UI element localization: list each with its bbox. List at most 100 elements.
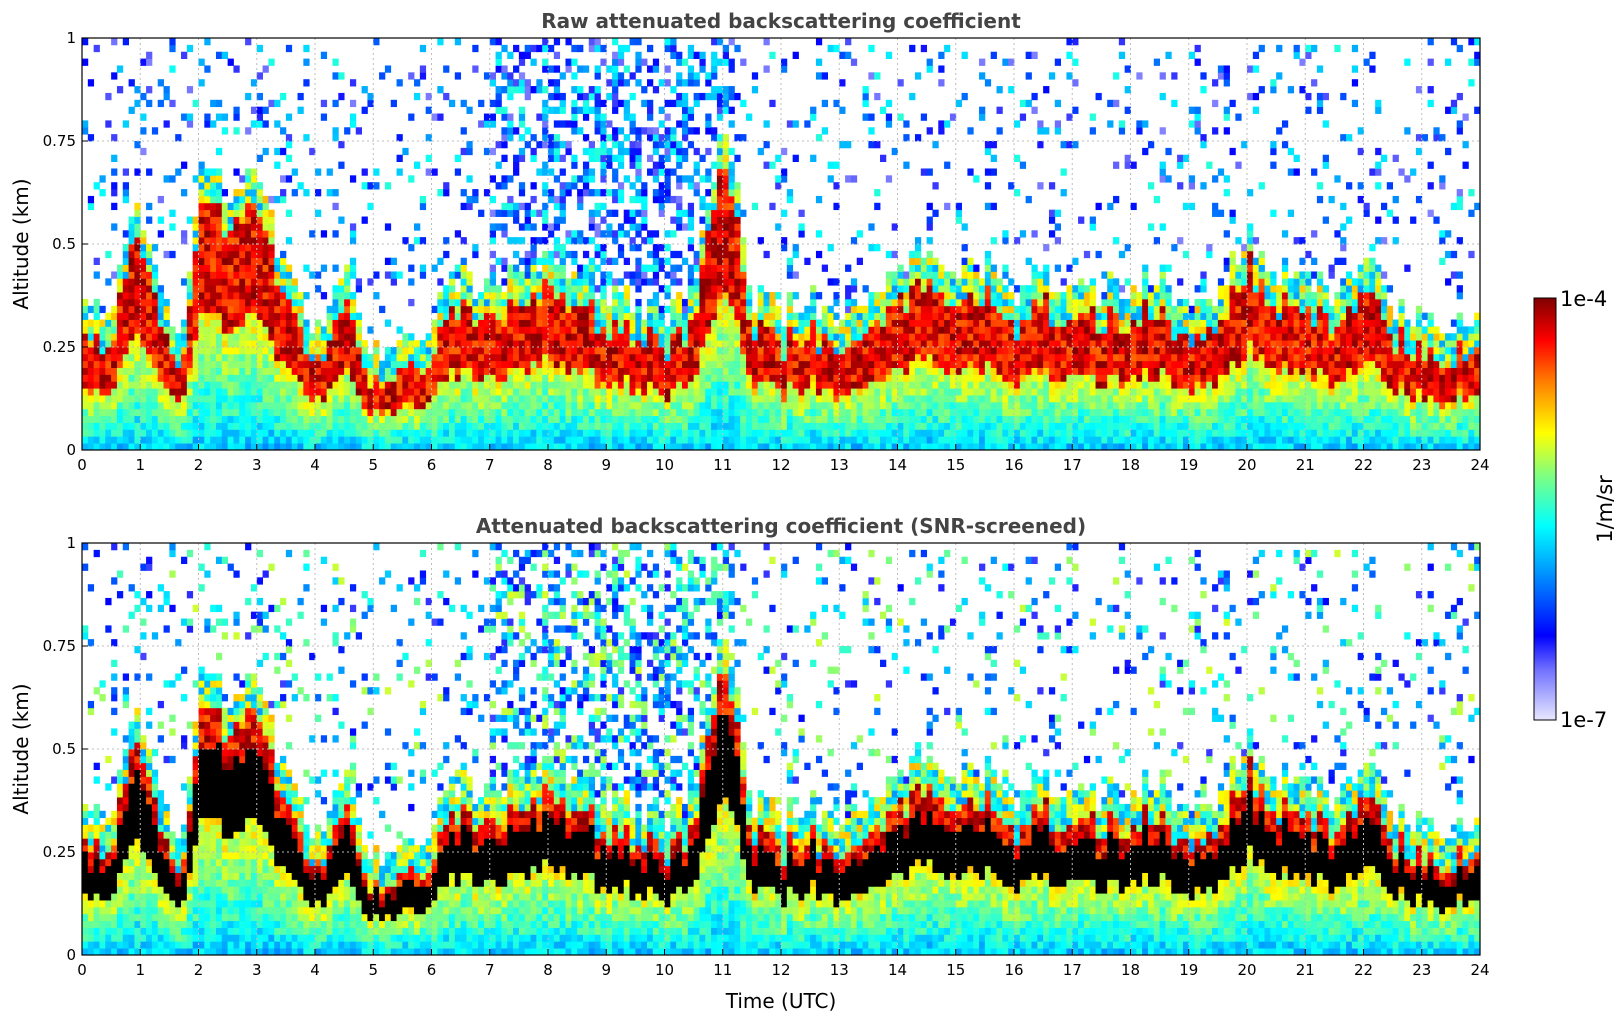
heatmap-cell [169, 408, 176, 417]
heatmap-cell [489, 223, 496, 231]
heatmap-cell [332, 347, 339, 355]
heatmap-cell [932, 209, 939, 217]
heatmap-cell [227, 436, 234, 444]
heatmap-cell [338, 141, 345, 149]
heatmap-cell [332, 374, 339, 382]
heatmap-cell [670, 422, 677, 430]
heatmap-cell [641, 415, 648, 423]
heatmap-cell [647, 134, 654, 142]
heatmap-cell [891, 347, 898, 355]
heatmap-cell [303, 79, 310, 87]
heatmap-cell [291, 319, 298, 327]
heatmap-cell [635, 381, 642, 389]
heatmap-cell [518, 237, 526, 245]
heatmap-cell [344, 312, 351, 320]
heatmap-cell [571, 127, 578, 135]
heatmap-cell [483, 340, 491, 348]
heatmap-cell [82, 38, 89, 46]
heatmap-cell [577, 305, 584, 314]
heatmap-cell [821, 340, 828, 348]
heatmap-cell [408, 333, 415, 341]
heatmap-cell [833, 367, 840, 375]
heatmap-cell [140, 422, 147, 430]
heatmap-cell [326, 429, 333, 437]
heatmap-cell [600, 44, 607, 53]
heatmap-cell [629, 333, 636, 341]
heatmap-cell [705, 436, 712, 444]
heatmap-cell [734, 415, 741, 423]
heatmap-cell [903, 278, 910, 286]
heatmap-cell [291, 367, 298, 375]
heatmap-cell [926, 347, 933, 355]
heatmap-cell [757, 422, 764, 430]
heatmap-cell [338, 353, 345, 362]
heatmap-cell [635, 285, 642, 293]
heatmap-cell [775, 223, 782, 231]
heatmap-cell [157, 429, 164, 437]
heatmap-cell [693, 422, 700, 430]
heatmap-cell [763, 429, 770, 437]
heatmap-cell [821, 429, 828, 437]
heatmap-cell [641, 58, 648, 66]
heatmap-cell [245, 257, 252, 265]
heatmap-cell [699, 244, 706, 252]
heatmap-cell [146, 353, 153, 362]
heatmap-cell [600, 168, 607, 176]
heatmap-cell [716, 429, 724, 437]
heatmap-cell [693, 127, 700, 135]
heatmap-cell [577, 189, 584, 197]
heatmap-cell [635, 147, 642, 156]
heatmap-cell [874, 189, 881, 197]
heatmap-cell [530, 340, 537, 348]
heatmap-cell [798, 436, 805, 444]
heatmap-cell [140, 360, 147, 368]
heatmap-cell [501, 257, 508, 265]
heatmap-cell [781, 360, 788, 368]
heatmap-cell [332, 58, 339, 66]
heatmap-cell [315, 374, 322, 382]
heatmap-cell [961, 381, 968, 389]
heatmap-cell [548, 415, 555, 423]
heatmap-cell [297, 388, 304, 396]
heatmap-cell [559, 189, 566, 197]
heatmap-cell [629, 244, 636, 252]
heatmap-cell [740, 347, 747, 355]
heatmap-cell [524, 127, 531, 135]
heatmap-cell [518, 257, 526, 265]
heatmap-cell [681, 360, 689, 368]
heatmap-cell [250, 278, 258, 286]
heatmap-cell [175, 374, 182, 382]
heatmap-cell [839, 401, 846, 410]
heatmap-cell [291, 395, 298, 403]
heatmap-cell [821, 360, 828, 368]
heatmap-cell [524, 401, 531, 410]
heatmap-cell [111, 381, 118, 389]
heatmap-cell [914, 285, 922, 293]
heatmap-cell [961, 422, 968, 430]
heatmap-cell [705, 264, 712, 272]
heatmap-cell [722, 319, 729, 327]
heatmap-cell [641, 340, 648, 348]
heatmap-cell [320, 340, 328, 348]
heatmap-cell [524, 422, 531, 430]
heatmap-cell [116, 381, 124, 389]
heatmap-cell [460, 347, 467, 355]
heatmap-cell [163, 175, 170, 183]
heatmap-cell [163, 326, 170, 334]
heatmap-cell [559, 326, 566, 334]
heatmap-cell [408, 340, 415, 348]
heatmap-cell [274, 374, 281, 382]
heatmap-cell [705, 443, 712, 450]
heatmap-cell [233, 429, 240, 437]
heatmap-cell [215, 333, 223, 341]
heatmap-cell [594, 72, 601, 80]
heatmap-cell [256, 223, 263, 231]
heatmap-cell [128, 79, 135, 87]
heatmap-cell [740, 237, 747, 245]
heatmap-cell [134, 326, 141, 334]
heatmap-cell [681, 367, 689, 375]
heatmap-cell [134, 99, 141, 108]
heatmap-cell [256, 216, 263, 224]
heatmap-cell [285, 408, 293, 417]
heatmap-cell [652, 415, 660, 423]
